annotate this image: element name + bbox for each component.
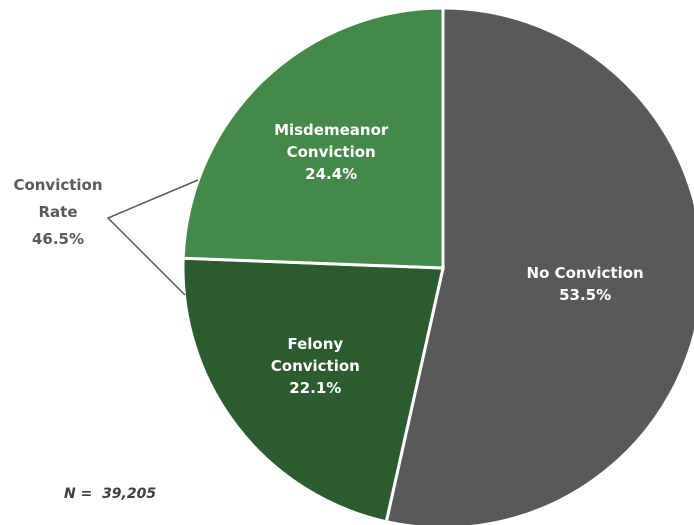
annotation: Conviction Rate 46.5% [0,172,116,253]
value-label: 24.4% [305,164,358,183]
pie-slice [181,256,445,524]
slice-label: No Conviction 53.5% [525,262,645,306]
slice-label: Felony Conviction 22.1% [255,333,375,399]
sample-note: N = 39,205 [64,486,157,502]
bracket [106,179,199,296]
category-label: Felony Conviction [270,335,360,376]
category-label: Misdemeanor Conviction [274,120,389,161]
category-label: No Conviction [526,263,644,282]
pie-slice [181,6,445,270]
slice-label: Misdemeanor Conviction 24.4% [271,119,391,185]
value-label: 53.5% [559,285,612,304]
pie-slice [384,6,694,525]
annotation-label: Conviction Rate [13,176,103,221]
annotation-value: 46.5% [31,230,85,248]
value-label: 22.1% [289,379,342,398]
